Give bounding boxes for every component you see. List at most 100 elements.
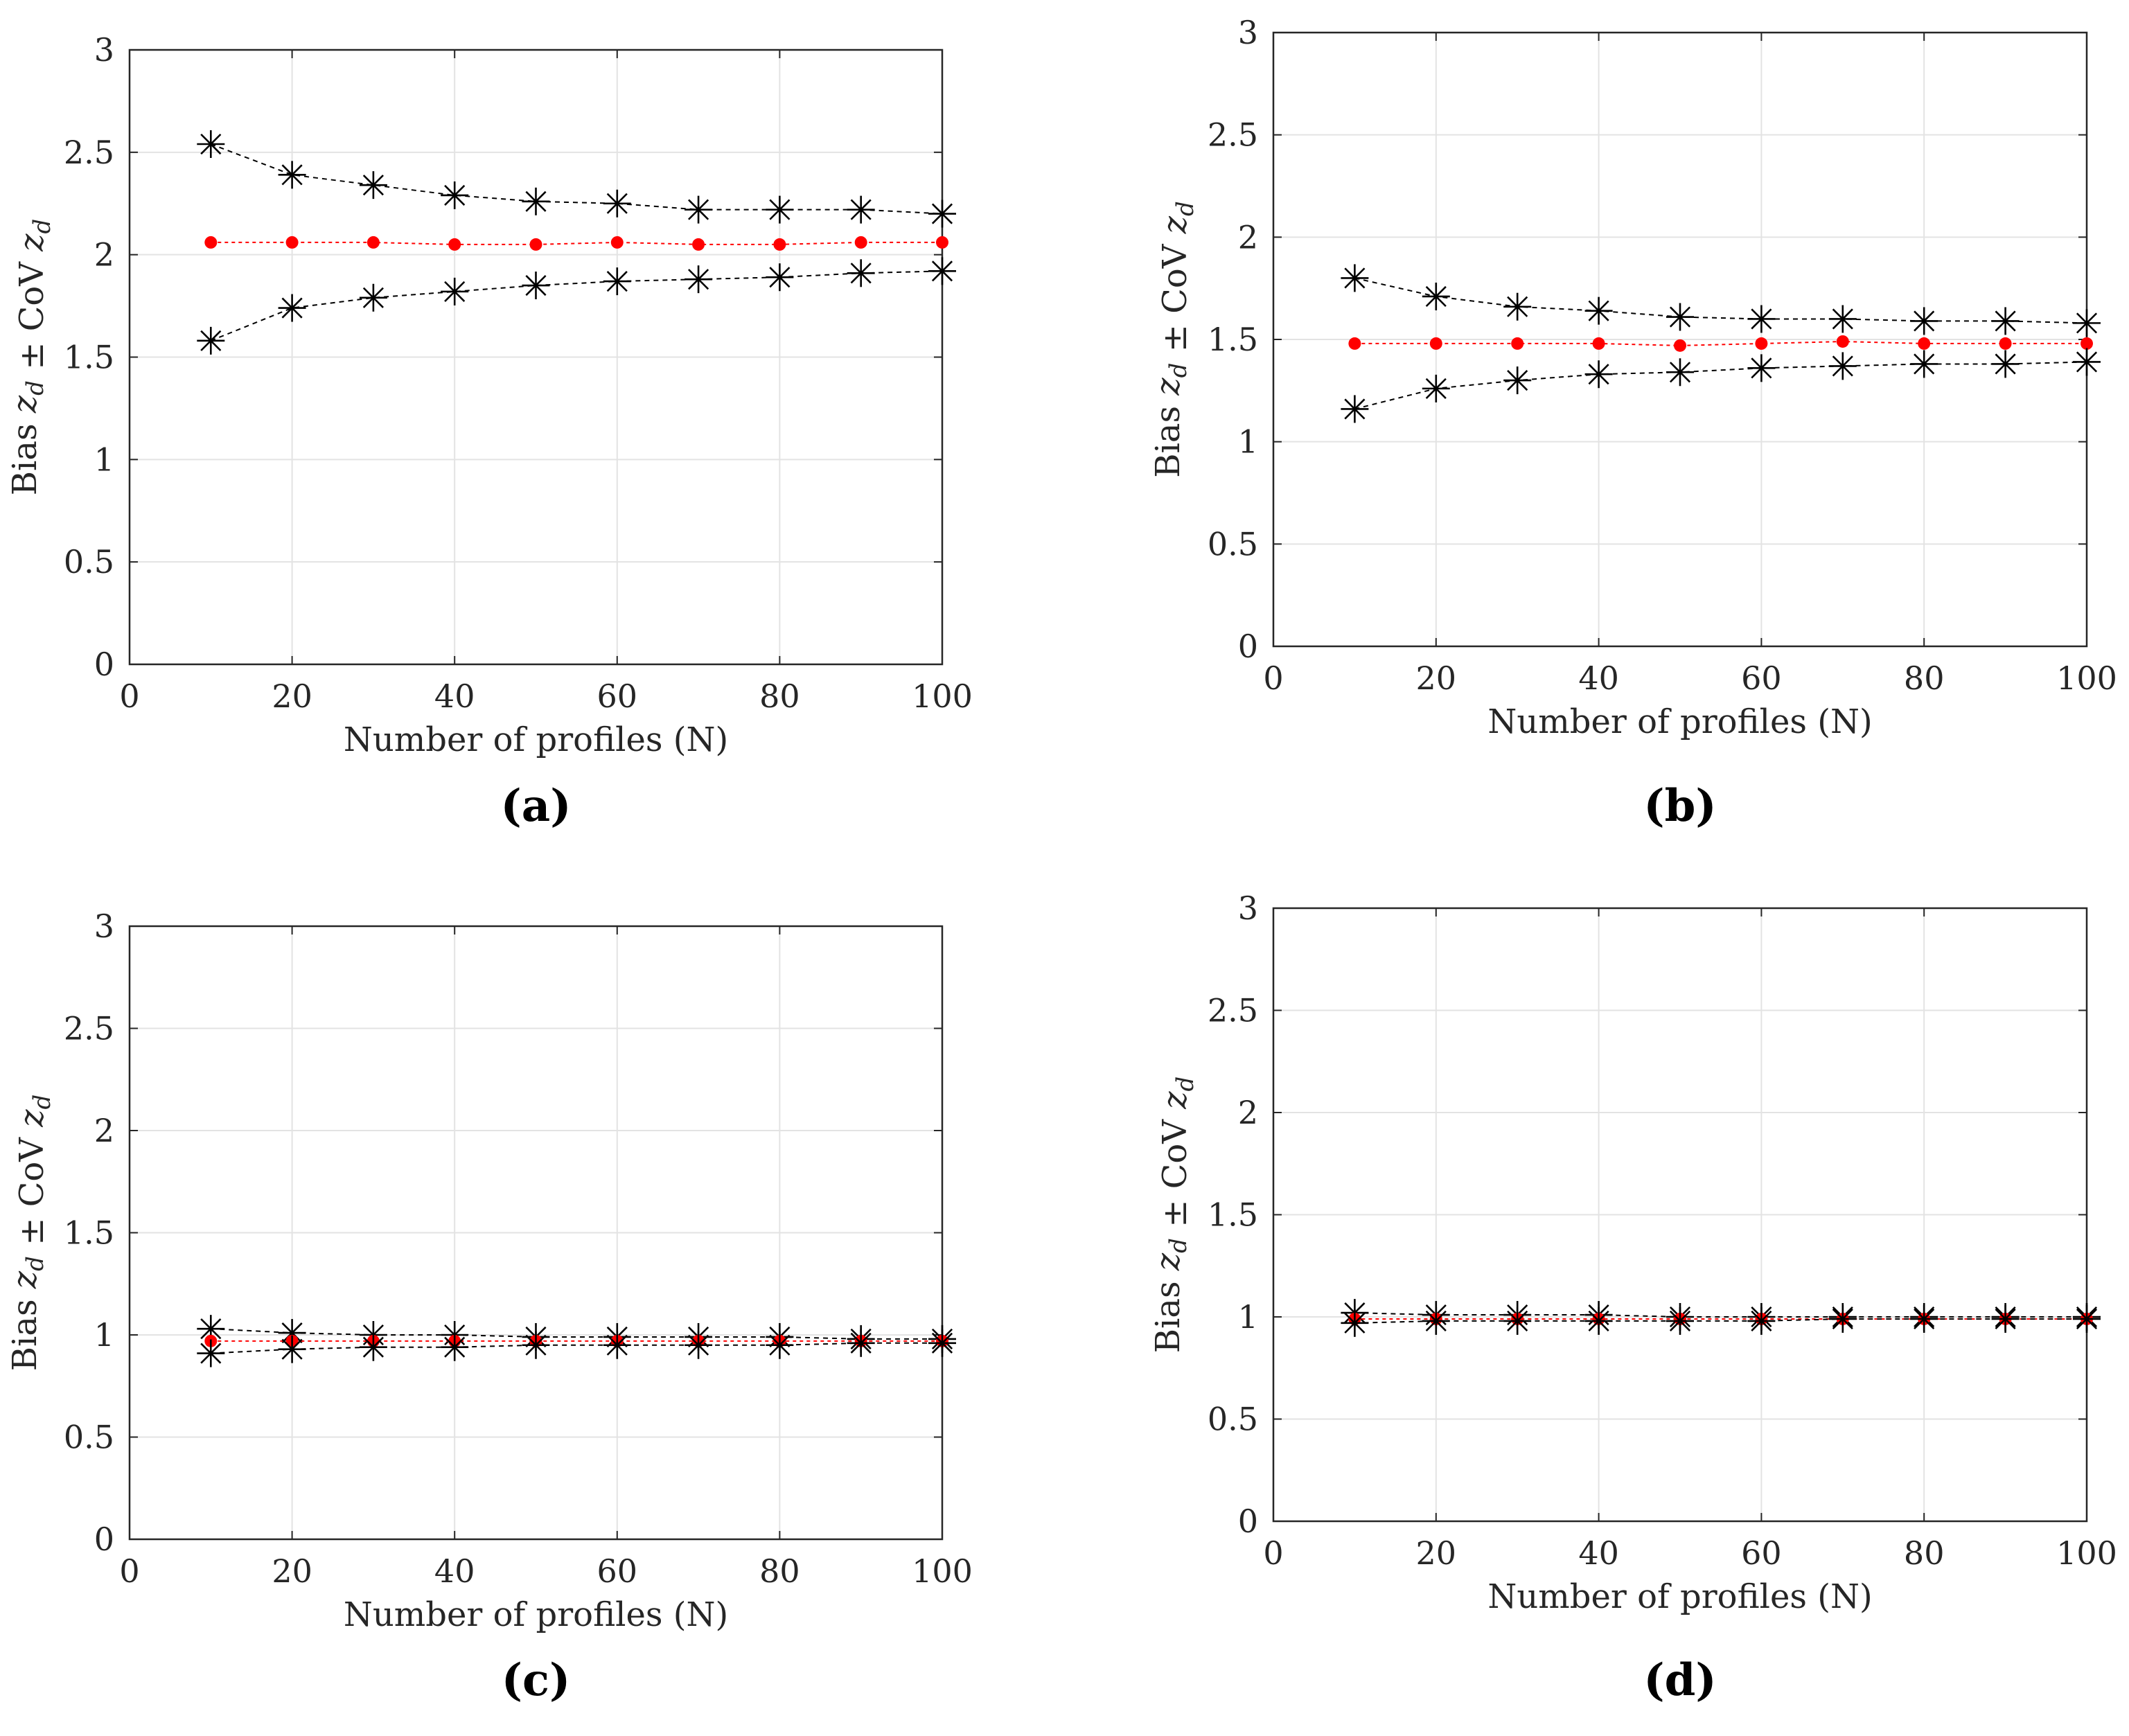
data-point xyxy=(936,236,948,249)
data-point xyxy=(1910,1304,1938,1333)
y-tick-label: 0.5 xyxy=(64,1419,114,1456)
data-point xyxy=(522,272,550,300)
data-point xyxy=(1910,307,1938,335)
y-tick-label: 0 xyxy=(1238,628,1258,665)
data-point xyxy=(1341,1309,1369,1337)
data-point xyxy=(204,236,218,249)
data-point xyxy=(1503,1307,1532,1335)
data-point xyxy=(1674,339,1686,352)
data-point xyxy=(766,1331,794,1359)
x-tick-label: 0 xyxy=(1263,659,1283,697)
data-point xyxy=(847,1329,875,1357)
data-point xyxy=(847,259,875,287)
x-tick-label: 0 xyxy=(1263,1534,1283,1572)
y-tick-label: 3 xyxy=(1238,889,1258,927)
y-axis-label: Bias zd ± CoV zd xyxy=(6,1095,56,1372)
x-tick-label: 60 xyxy=(1741,659,1782,697)
data-point xyxy=(278,294,306,322)
data-point xyxy=(359,283,387,312)
data-point xyxy=(1584,1307,1613,1335)
data-point xyxy=(1584,296,1613,325)
data-point xyxy=(441,181,469,209)
y-tick-label: 2.5 xyxy=(64,1010,114,1047)
data-point xyxy=(1666,303,1694,331)
series-line xyxy=(1354,277,2087,324)
data-point xyxy=(1918,337,1931,350)
data-point xyxy=(773,238,786,251)
data-point xyxy=(278,161,306,189)
x-tick-label: 80 xyxy=(759,677,800,715)
x-axis-label: Number of profiles (N) xyxy=(1487,702,1872,741)
data-point xyxy=(197,326,225,355)
data-point xyxy=(1910,350,1938,378)
data-point xyxy=(1511,337,1524,350)
series-lower-bound xyxy=(1341,1304,2101,1337)
data-point xyxy=(603,1331,631,1359)
series-bias xyxy=(1348,335,2093,352)
x-tick-label: 20 xyxy=(272,677,312,715)
data-point xyxy=(684,195,713,224)
series-line xyxy=(1354,361,2087,410)
data-point xyxy=(1991,307,2020,335)
data-point xyxy=(1828,352,1857,380)
data-point xyxy=(1747,354,1776,382)
x-tick-label: 40 xyxy=(434,677,475,715)
y-tick-label: 2.5 xyxy=(1208,992,1258,1029)
data-point xyxy=(1422,282,1450,310)
data-point xyxy=(1666,1307,1694,1335)
y-tick-label: 2 xyxy=(94,236,114,274)
data-point xyxy=(1422,1307,1450,1335)
x-tick-label: 40 xyxy=(1578,1534,1619,1572)
x-tick-label: 80 xyxy=(759,1552,800,1590)
y-tick-label: 2 xyxy=(94,1112,114,1149)
data-point xyxy=(1341,264,1369,292)
data-point xyxy=(359,1333,387,1361)
data-point xyxy=(1666,358,1694,387)
chart-panel-c: 0 20 40 60 80 100 0 0.5 1 1.5 2 2.5 3 Number of profi… xyxy=(6,907,973,1706)
x-axis-label: Number of profiles (N) xyxy=(1487,1577,1872,1616)
data-point xyxy=(522,187,550,215)
series-lower-bound xyxy=(197,1329,956,1367)
series-line xyxy=(1354,340,2087,346)
y-tick-label: 0 xyxy=(94,646,114,683)
data-point xyxy=(854,236,867,249)
data-point xyxy=(2073,309,2101,337)
series-line xyxy=(210,143,943,215)
x-tick-label: 40 xyxy=(1578,659,1619,697)
data-point xyxy=(928,200,956,228)
data-point xyxy=(603,267,631,296)
y-tick-label: 1.5 xyxy=(64,1214,114,1252)
y-tick-label: 1 xyxy=(1238,423,1258,461)
y-tick-label: 1 xyxy=(1238,1298,1258,1336)
panel-label: (d) xyxy=(1643,1654,1716,1706)
data-point xyxy=(1747,305,1776,333)
data-point xyxy=(692,238,705,251)
x-tick-label: 20 xyxy=(1416,659,1457,697)
y-tick-label: 1 xyxy=(94,441,114,478)
data-point xyxy=(1836,335,1849,348)
data-point xyxy=(1755,337,1768,350)
data-point xyxy=(1348,337,1361,350)
x-tick-label: 20 xyxy=(272,1552,312,1590)
series-lower-bound xyxy=(197,257,956,355)
data-point xyxy=(197,1339,225,1367)
data-point xyxy=(684,1331,713,1359)
x-axis-label: Number of profiles (N) xyxy=(344,720,728,759)
data-point xyxy=(2081,337,2093,350)
data-point xyxy=(610,236,624,249)
panel-label: (a) xyxy=(500,780,571,832)
x-tick-label: 60 xyxy=(1741,1534,1782,1572)
data-point xyxy=(1991,1304,2020,1333)
data-point xyxy=(1828,1304,1857,1333)
y-tick-label: 1 xyxy=(94,1316,114,1354)
series-line xyxy=(210,270,943,342)
x-tick-label: 0 xyxy=(119,1552,139,1590)
y-tick-label: 1.5 xyxy=(64,339,114,376)
y-tick-label: 3 xyxy=(94,907,114,945)
series-upper-bound xyxy=(197,130,956,228)
y-tick-label: 1.5 xyxy=(1208,1196,1258,1234)
data-point xyxy=(928,257,956,285)
y-tick-label: 0.5 xyxy=(1208,1401,1258,1438)
chart-panel-d: 0 20 40 60 80 100 0 0.5 1 1.5 2 2.5 3 Number of profi… xyxy=(1149,889,2117,1706)
